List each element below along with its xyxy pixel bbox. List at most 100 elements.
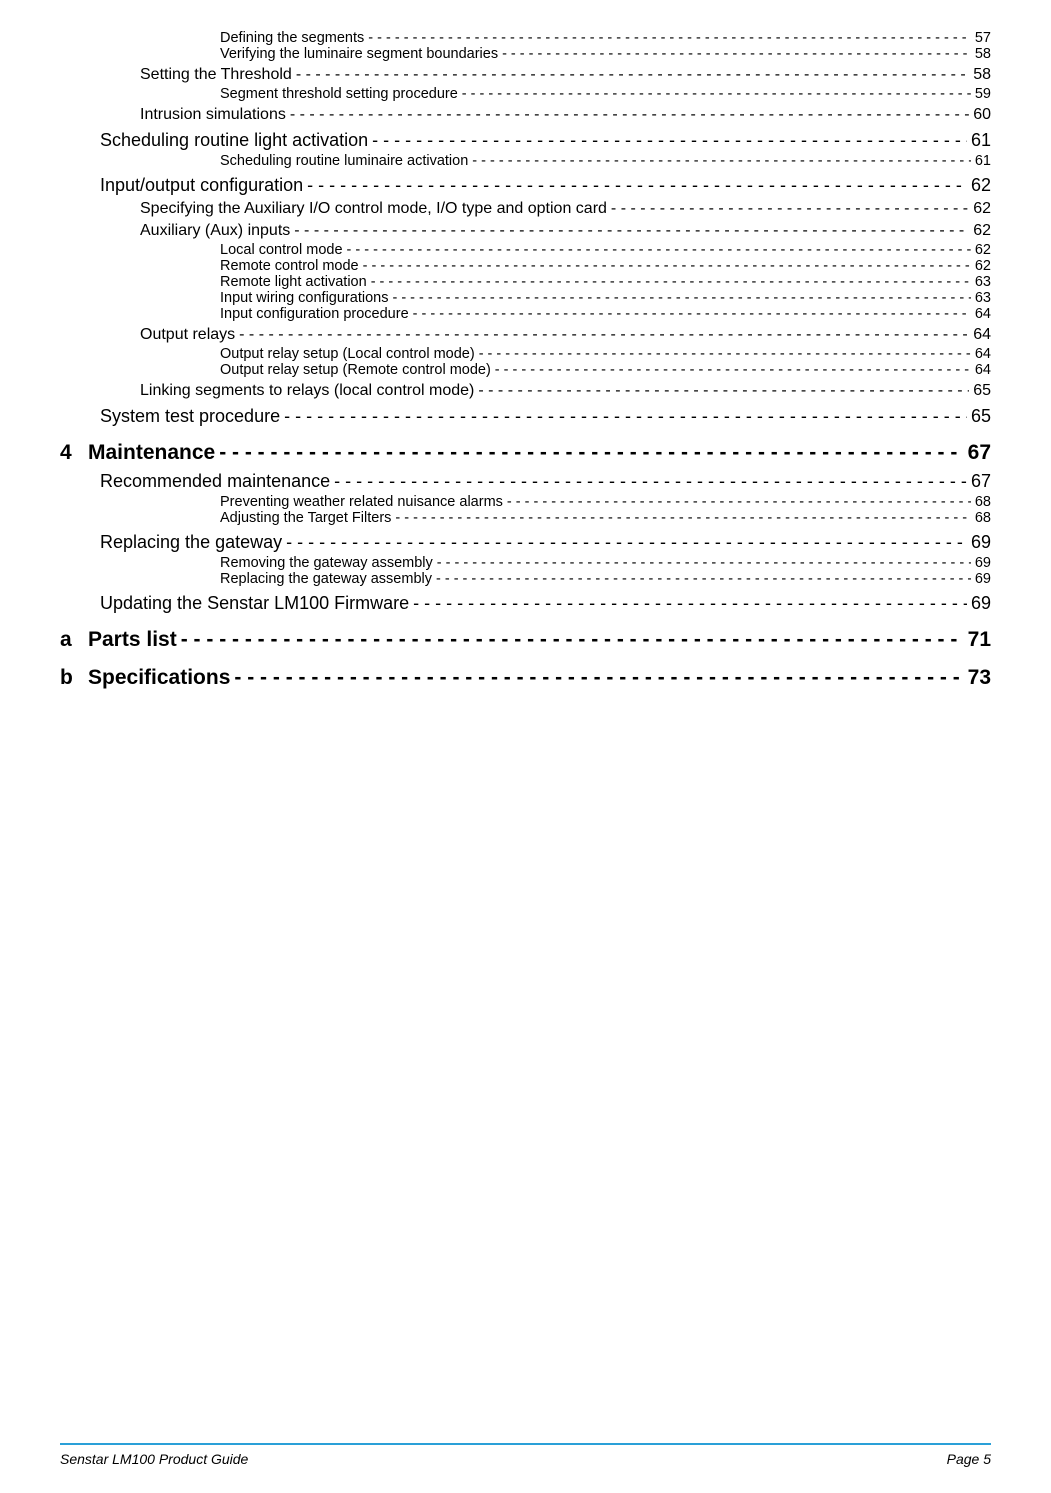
toc-page-number: 58 <box>973 66 991 84</box>
toc-leader: - - - - - - - - - - - - - - - - - - - - … <box>413 306 971 322</box>
toc-line: Input/output configuration - - - - - - -… <box>100 175 991 196</box>
toc-label: Adjusting the Target Filters <box>220 510 391 526</box>
toc-leader: - - - - - - - - - - - - - - - - - - - - … <box>611 200 969 218</box>
toc-label: System test procedure <box>100 406 280 427</box>
toc-chapter-line: Parts list - - - - - - - - - - - - - - -… <box>88 628 991 652</box>
toc-label: Linking segments to relays (local contro… <box>140 382 474 400</box>
toc-chapter-row: bSpecifications - - - - - - - - - - - - … <box>60 666 991 690</box>
toc-line: Verifying the luminaire segment boundari… <box>220 46 991 62</box>
toc-row: Local control mode - - - - - - - - - - -… <box>60 242 991 258</box>
toc-label: Setting the Threshold <box>140 66 292 84</box>
toc-line: Output relay setup (Local control mode) … <box>220 346 991 362</box>
toc-line: Input configuration procedure - - - - - … <box>220 306 991 322</box>
toc-leader: - - - - - - - - - - - - - - - - - - - - … <box>436 571 971 587</box>
page-footer: Senstar LM100 Product Guide Page 5 <box>0 1443 1051 1467</box>
toc-row: Preventing weather related nuisance alar… <box>60 494 991 510</box>
toc-label: Scheduling routine luminaire activation <box>220 153 468 169</box>
toc-page-number: 67 <box>968 441 991 465</box>
toc-leader: - - - - - - - - - - - - - - - - - - - - … <box>347 242 971 258</box>
toc-row: aParts list - - - - - - - - - - - - - - … <box>60 628 991 652</box>
table-of-contents: Defining the segments - - - - - - - - - … <box>60 30 991 690</box>
toc-row: Specifying the Auxiliary I/O control mod… <box>60 200 991 218</box>
toc-line: Removing the gateway assembly - - - - - … <box>220 555 991 571</box>
toc-leader: - - - - - - - - - - - - - - - - - - - - … <box>181 628 964 652</box>
toc-page-number: 71 <box>968 628 991 652</box>
toc-label: Replacing the gateway <box>100 532 282 553</box>
toc-row: Replacing the gateway assembly - - - - -… <box>60 571 991 587</box>
toc-label: Specifying the Auxiliary I/O control mod… <box>140 200 607 218</box>
toc-leader: - - - - - - - - - - - - - - - - - - - - … <box>507 494 971 510</box>
toc-leader: - - - - - - - - - - - - - - - - - - - - … <box>502 46 971 62</box>
toc-line: Replacing the gateway assembly - - - - -… <box>220 571 991 587</box>
toc-page-number: 64 <box>975 362 991 378</box>
toc-label: Auxiliary (Aux) inputs <box>140 222 290 240</box>
toc-label: Remote control mode <box>220 258 359 274</box>
toc-row: Remote light activation - - - - - - - - … <box>60 274 991 290</box>
toc-leader: - - - - - - - - - - - - - - - - - - - - … <box>392 290 970 306</box>
toc-chapter-number: b <box>60 666 88 690</box>
footer-row: Senstar LM100 Product Guide Page 5 <box>60 1451 991 1467</box>
toc-page-number: 69 <box>975 571 991 587</box>
toc-page-number: 62 <box>975 242 991 258</box>
toc-page-number: 68 <box>975 494 991 510</box>
toc-row: Scheduling routine light activation - - … <box>60 130 991 151</box>
toc-page-number: 58 <box>975 46 991 62</box>
toc-leader: - - - - - - - - - - - - - - - - - - - - … <box>413 593 967 614</box>
toc-label: Specifications <box>88 666 230 690</box>
toc-line: Preventing weather related nuisance alar… <box>220 494 991 510</box>
toc-row: Setting the Threshold - - - - - - - - - … <box>60 66 991 84</box>
toc-label: Local control mode <box>220 242 343 258</box>
toc-leader: - - - - - - - - - - - - - - - - - - - - … <box>479 346 971 362</box>
toc-label: Updating the Senstar LM100 Firmware <box>100 593 409 614</box>
toc-chapter-line: Maintenance - - - - - - - - - - - - - - … <box>88 441 991 465</box>
toc-leader: - - - - - - - - - - - - - - - - - - - - … <box>284 406 967 427</box>
toc-leader: - - - - - - - - - - - - - - - - - - - - … <box>368 30 971 46</box>
toc-line: Auxiliary (Aux) inputs - - - - - - - - -… <box>140 222 991 240</box>
footer-rule <box>60 1443 991 1445</box>
footer-left-text: Senstar LM100 Product Guide <box>60 1451 248 1467</box>
toc-row: Output relays - - - - - - - - - - - - - … <box>60 326 991 344</box>
toc-page-number: 62 <box>975 258 991 274</box>
toc-page-number: 67 <box>971 471 991 492</box>
toc-label: Replacing the gateway assembly <box>220 571 432 587</box>
toc-row: Scheduling routine luminaire activation … <box>60 153 991 169</box>
toc-line: Defining the segments - - - - - - - - - … <box>220 30 991 46</box>
toc-row: Updating the Senstar LM100 Firmware - - … <box>60 593 991 614</box>
toc-leader: - - - - - - - - - - - - - - - - - - - - … <box>371 274 971 290</box>
toc-line: Specifying the Auxiliary I/O control mod… <box>140 200 991 218</box>
toc-row: Segment threshold setting procedure - - … <box>60 86 991 102</box>
toc-row: Input/output configuration - - - - - - -… <box>60 175 991 196</box>
toc-page-number: 65 <box>973 382 991 400</box>
toc-leader: - - - - - - - - - - - - - - - - - - - - … <box>219 441 963 465</box>
toc-label: Verifying the luminaire segment boundari… <box>220 46 498 62</box>
toc-leader: - - - - - - - - - - - - - - - - - - - - … <box>286 532 967 553</box>
toc-row: Defining the segments - - - - - - - - - … <box>60 30 991 46</box>
toc-page-number: 62 <box>971 175 991 196</box>
toc-leader: - - - - - - - - - - - - - - - - - - - - … <box>495 362 971 378</box>
toc-page-number: 62 <box>973 222 991 240</box>
toc-label: Output relays <box>140 326 235 344</box>
toc-row: Input wiring configurations - - - - - - … <box>60 290 991 306</box>
toc-leader: - - - - - - - - - - - - - - - - - - - - … <box>239 326 969 344</box>
toc-leader: - - - - - - - - - - - - - - - - - - - - … <box>478 382 969 400</box>
toc-row: Adjusting the Target Filters - - - - - -… <box>60 510 991 526</box>
toc-page-number: 57 <box>975 30 991 46</box>
toc-row: bSpecifications - - - - - - - - - - - - … <box>60 666 991 690</box>
toc-page-number: 73 <box>968 666 991 690</box>
toc-page-number: 69 <box>971 593 991 614</box>
toc-page-number: 69 <box>971 532 991 553</box>
toc-chapter-line: Specifications - - - - - - - - - - - - -… <box>88 666 991 690</box>
toc-label: Input wiring configurations <box>220 290 388 306</box>
toc-page-number: 63 <box>975 274 991 290</box>
toc-page-number: 62 <box>973 200 991 218</box>
toc-row: Replacing the gateway - - - - - - - - - … <box>60 532 991 553</box>
toc-row: Linking segments to relays (local contro… <box>60 382 991 400</box>
toc-leader: - - - - - - - - - - - - - - - - - - - - … <box>234 666 963 690</box>
toc-leader: - - - - - - - - - - - - - - - - - - - - … <box>294 222 969 240</box>
toc-row: 4Maintenance - - - - - - - - - - - - - -… <box>60 441 991 465</box>
toc-row: Remote control mode - - - - - - - - - - … <box>60 258 991 274</box>
toc-chapter-row: aParts list - - - - - - - - - - - - - - … <box>60 628 991 652</box>
toc-label: Remote light activation <box>220 274 367 290</box>
toc-page-number: 61 <box>971 130 991 151</box>
toc-label: Removing the gateway assembly <box>220 555 433 571</box>
